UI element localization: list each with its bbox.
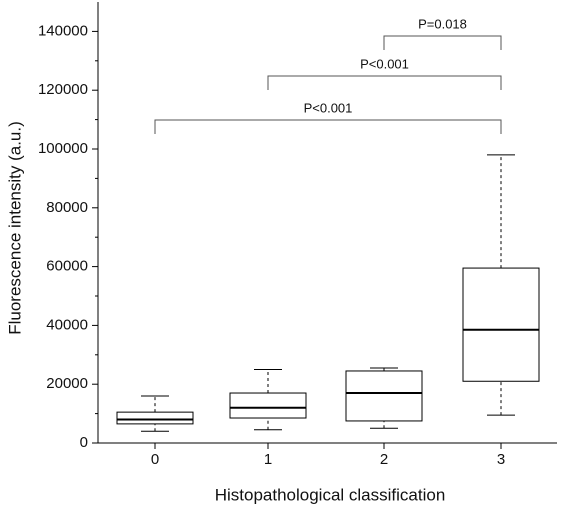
y-tick-label: 40000	[46, 316, 88, 333]
y-tick-label: 0	[80, 434, 88, 451]
x-tick-label: 3	[497, 451, 505, 468]
y-tick-label: 60000	[46, 258, 88, 275]
significance-bracket	[383, 35, 502, 50]
x-tick-label: 2	[380, 451, 388, 468]
significance-bracket	[267, 75, 502, 90]
y-tick-label: 120000	[38, 81, 88, 98]
x-axis-title: Histopathological classification	[215, 485, 446, 504]
box	[229, 392, 307, 419]
significance-label: P=0.018	[418, 16, 467, 31]
y-axis-title: Fluorescence intensity (a.u.)	[5, 121, 24, 335]
box	[116, 411, 194, 425]
box	[462, 267, 540, 382]
significance-label: P<0.001	[360, 56, 409, 71]
box	[345, 370, 423, 422]
significance-label: P<0.001	[304, 100, 353, 115]
x-tick-label: 1	[264, 451, 272, 468]
y-tick-label: 140000	[38, 22, 88, 39]
x-tick-label: 0	[151, 451, 159, 468]
y-tick-label: 80000	[46, 199, 88, 216]
y-tick-label: 20000	[46, 375, 88, 392]
significance-bracket	[154, 119, 502, 134]
y-tick-label: 100000	[38, 140, 88, 157]
